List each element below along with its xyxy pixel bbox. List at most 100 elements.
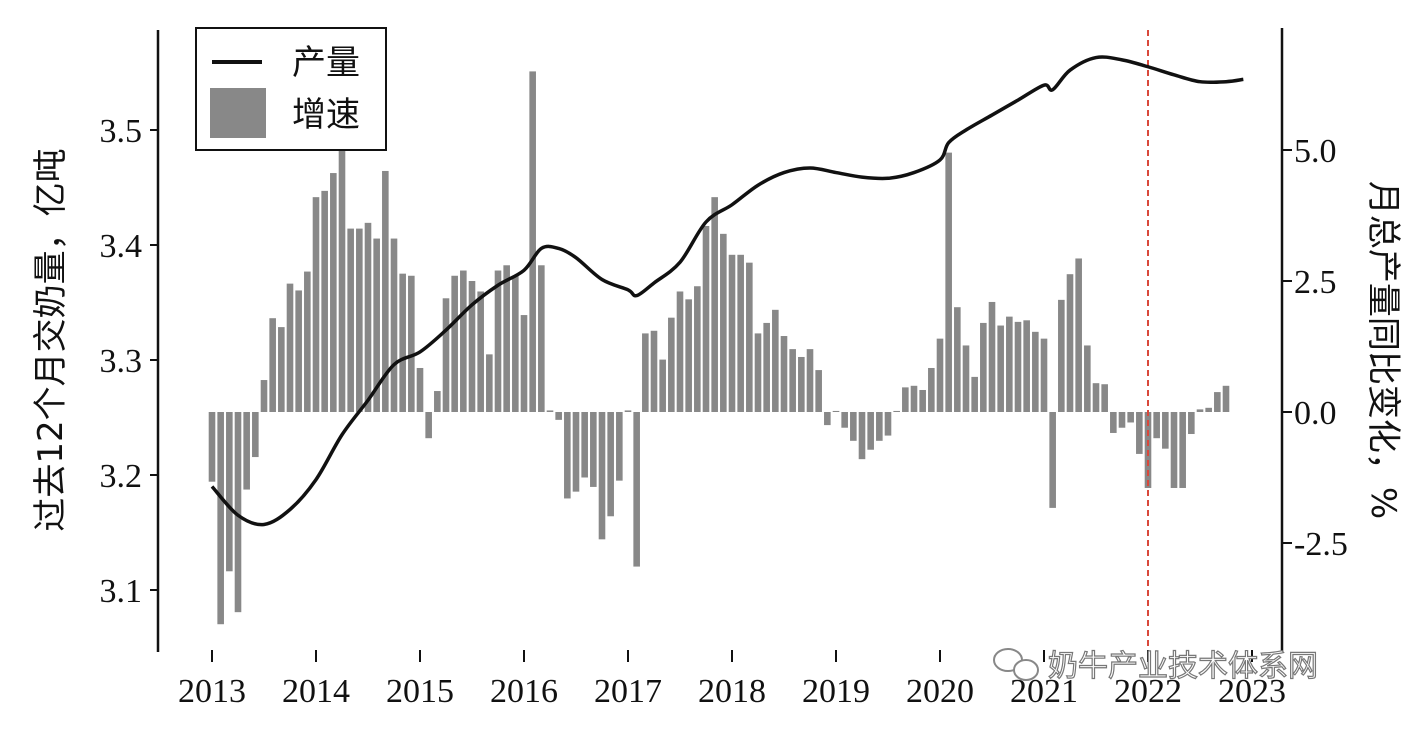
legend-label-growth: 增速 [292, 95, 360, 135]
bar-2017-11 [711, 197, 718, 412]
bar-2019-02 [841, 412, 848, 428]
y-left-tick-label: 3.5 [100, 113, 143, 150]
bar-2020-07 [988, 301, 996, 412]
bar-2020-08 [997, 325, 1004, 412]
bar-2015-10 [494, 270, 502, 412]
wechat-icon [993, 648, 1039, 681]
x-tick-label: 2017 [594, 673, 662, 710]
bar-2020-09 [1006, 316, 1013, 412]
bar-2022-03 [1162, 412, 1169, 449]
x-tick-label: 2014 [282, 673, 350, 710]
bar-2016-09 [590, 412, 597, 487]
bar-2020-02 [945, 152, 952, 412]
bar-2018-09 [798, 356, 805, 412]
bar-2021-11 [1127, 412, 1134, 423]
bar-2018-10 [806, 349, 814, 412]
bar-2020-03 [954, 307, 961, 412]
bar-2014-05 [347, 228, 354, 412]
bar-2016-10 [598, 412, 606, 540]
bar-2018-06 [772, 309, 779, 412]
bar-2017-06 [668, 317, 675, 412]
bar-2014-10 [390, 238, 398, 412]
bar-2015-01 [416, 367, 424, 412]
bar-2017-05 [659, 359, 666, 412]
y-right-axis-label: 月总产量同比变化，% [1363, 181, 1403, 519]
bar-2017-12 [720, 233, 727, 412]
bar-2019-10 [910, 385, 918, 412]
bar-2020-10 [1014, 321, 1022, 412]
x-tick-label: 2019 [802, 673, 870, 710]
bar-2014-01 [312, 197, 320, 412]
bar-2021-10 [1118, 412, 1126, 428]
bar-2013-03 [226, 412, 233, 572]
bar-2013-06 [252, 412, 259, 458]
y-right-tick-label: -2.5 [1294, 526, 1348, 563]
x-tick-label: 2018 [698, 673, 766, 710]
bar-2016-02 [529, 71, 536, 413]
bar-2018-11 [815, 370, 822, 412]
bar-2017-04 [650, 330, 658, 412]
bar-2013-12 [304, 271, 311, 412]
y-right-tick-label: 2.5 [1294, 264, 1337, 301]
bar-2022-01 [1144, 412, 1152, 488]
bar-2022-09 [1214, 392, 1221, 412]
bar-2014-08 [373, 238, 380, 412]
bar-2013-01 [208, 412, 216, 482]
y-left-tick-label: 3.4 [100, 228, 143, 265]
bar-2020-05 [971, 376, 978, 412]
x-tick-label: 2022 [1114, 673, 1182, 710]
bar-2022-08 [1205, 407, 1212, 412]
x-tick-label: 2023 [1218, 673, 1286, 710]
bar-2017-08 [685, 299, 692, 412]
bar-2016-08 [581, 412, 588, 478]
bar-2014-04 [338, 144, 346, 412]
bar-2016-01 [520, 315, 528, 412]
y-left-axis-label: 过去12个月交奶量，亿吨 [31, 148, 71, 531]
bar-2021-09 [1110, 412, 1117, 433]
bar-2014-07 [364, 222, 372, 412]
bar-2016-07 [572, 412, 580, 492]
bar-2013-07 [260, 380, 268, 412]
legend-bar-swatch [210, 88, 266, 138]
bar-2021-03 [1058, 299, 1065, 412]
bar-2015-05 [451, 275, 458, 412]
bar-2019-09 [902, 387, 909, 412]
bar-2018-12 [824, 412, 831, 426]
bar-2017-07 [676, 291, 684, 412]
bar-2020-04 [962, 345, 970, 412]
bar-2017-03 [642, 333, 649, 412]
x-tick-label: 2016 [490, 673, 558, 710]
y-left-tick-label: 3.2 [100, 458, 143, 495]
bar-2016-06 [564, 412, 571, 499]
bar-2014-03 [330, 173, 337, 412]
bar-2016-12 [616, 412, 623, 481]
bar-2021-01 [1040, 338, 1048, 412]
bar-2019-12 [928, 367, 935, 412]
bar-2022-04 [1170, 412, 1178, 488]
bar-2018-02 [737, 254, 744, 412]
bar-2016-04 [546, 410, 554, 412]
bar-2017-09 [694, 286, 701, 412]
bar-2017-01 [624, 410, 632, 412]
bar-2016-05 [555, 412, 562, 420]
bar-2019-03 [850, 412, 857, 441]
bar-2015-02 [425, 412, 432, 439]
bar-2016-03 [538, 265, 545, 412]
bar-2013-10 [286, 283, 294, 412]
bar-2013-08 [269, 318, 276, 412]
bar-2018-04 [754, 333, 762, 412]
bar-2015-04 [442, 298, 450, 412]
bar-2022-06 [1188, 412, 1195, 435]
y-right-tick-label: 0.0 [1294, 395, 1337, 432]
bar-2022-07 [1196, 409, 1204, 412]
x-tick-label: 2013 [178, 673, 246, 710]
bar-2015-08 [477, 291, 484, 412]
bar-2018-03 [746, 262, 753, 412]
bar-2021-06 [1084, 345, 1091, 412]
y-left-tick-label: 3.3 [100, 343, 143, 380]
bar-2014-11 [399, 273, 406, 412]
bar-2019-04 [858, 412, 866, 460]
bar-2019-07 [884, 412, 892, 436]
bar-2013-04 [234, 412, 242, 613]
